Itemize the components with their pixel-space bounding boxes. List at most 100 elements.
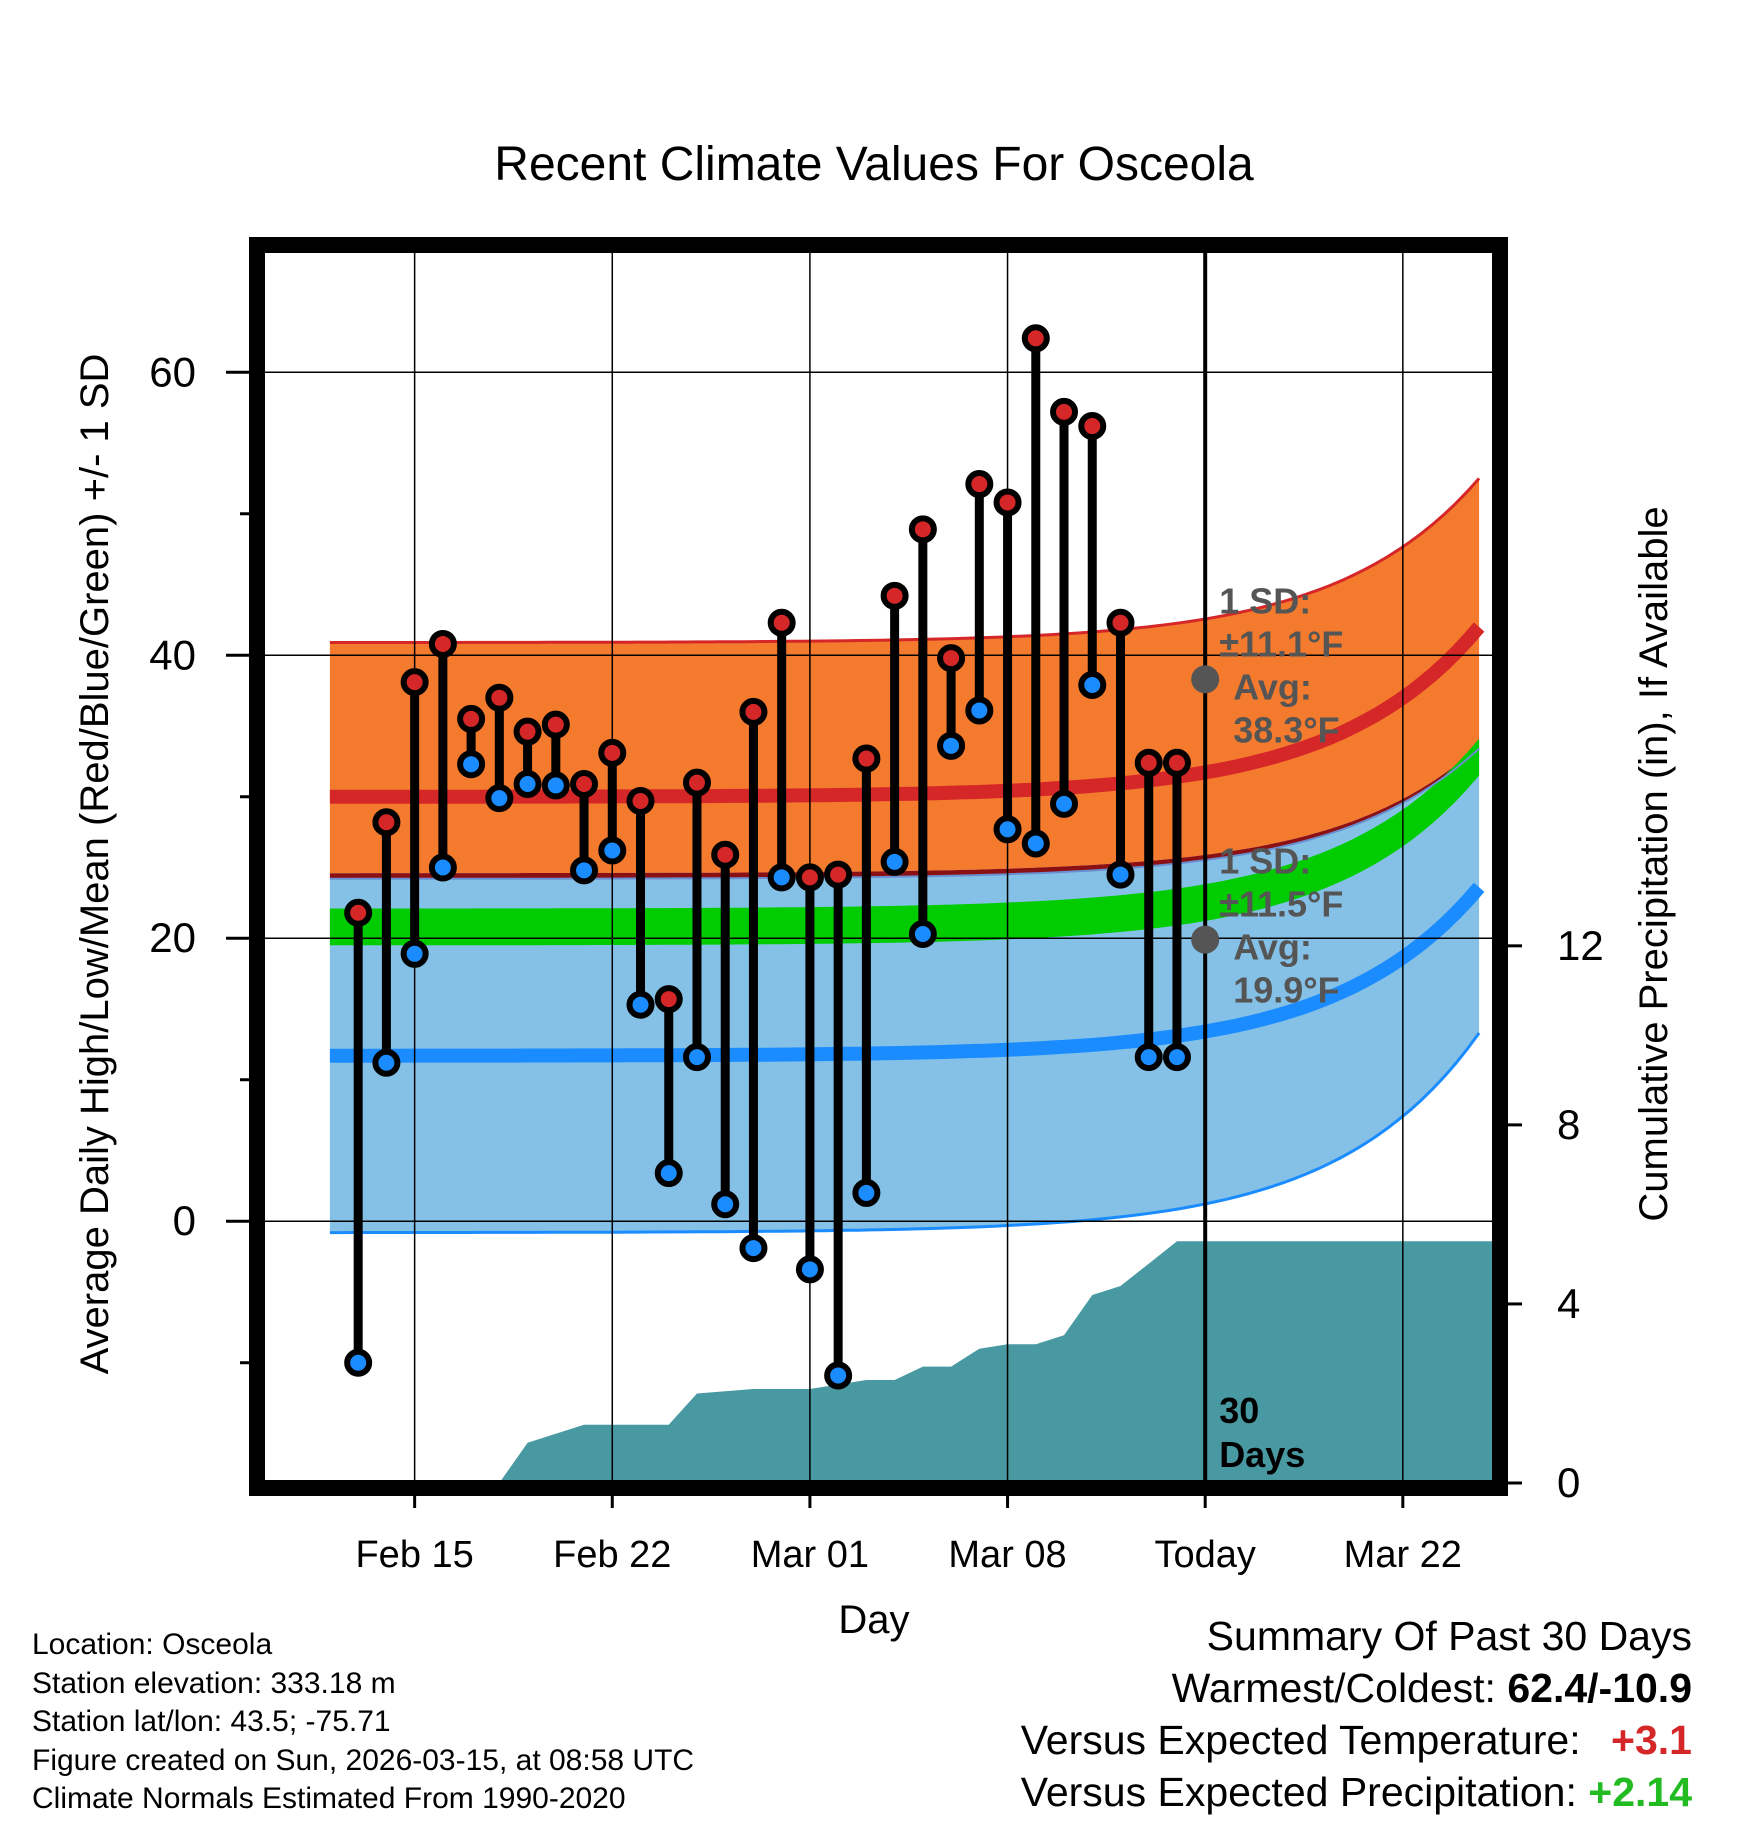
low-point <box>824 1361 853 1390</box>
temp-label: Versus Expected Temperature: <box>1020 1717 1581 1763</box>
y2-tick-label: 12 <box>1557 922 1604 969</box>
high-sd-label: 1 SD: <box>1219 580 1311 621</box>
low-point <box>428 853 457 882</box>
high-point <box>372 808 401 837</box>
warmest-value: 62.4/-10.9 <box>1507 1665 1692 1711</box>
info-normals: Climate Normals Estimated From 1990-2020 <box>32 1782 626 1815</box>
high-point <box>485 683 514 712</box>
low-point <box>541 771 570 800</box>
low-point <box>400 939 429 968</box>
high-point <box>1021 324 1050 353</box>
high-point <box>824 860 853 889</box>
high-point <box>1134 748 1163 777</box>
low-point <box>570 856 599 885</box>
high-point <box>937 644 966 673</box>
summary-panel: Summary Of Past 30 Days Warmest/Coldest:… <box>1021 1610 1692 1818</box>
high-point <box>1106 608 1135 637</box>
low-minus-sd-line <box>329 1032 1481 1235</box>
low-point <box>711 1190 740 1219</box>
plot-frame <box>249 237 1508 1496</box>
y2-tick-label: 4 <box>1557 1280 1580 1327</box>
low-point <box>485 784 514 813</box>
high-point <box>965 470 994 499</box>
y-tick-label: 0 <box>173 1197 196 1244</box>
high-sd-value: ±11.1°F <box>1219 623 1343 664</box>
high-point <box>400 668 429 697</box>
low-sd-label: 1 SD: <box>1219 841 1311 882</box>
high-point <box>739 697 768 726</box>
y-tick-label: 60 <box>149 348 196 395</box>
low-sd-band <box>329 748 1480 1233</box>
warmest-label: Warmest/Coldest: <box>1171 1665 1496 1711</box>
high-plus-sd-line <box>329 477 1481 644</box>
low-point <box>513 770 542 799</box>
low-avg-value: 19.9°F <box>1233 970 1339 1011</box>
info-elevation: Station elevation: 333.18 m <box>32 1666 396 1700</box>
info-location: Location: Osceola <box>32 1628 273 1661</box>
low-point <box>598 836 627 865</box>
low-point <box>372 1048 401 1077</box>
summary-heading: Summary Of Past 30 Days <box>1206 1613 1692 1659</box>
high-point <box>908 515 937 544</box>
low-point <box>457 750 486 779</box>
precip-area <box>358 1241 1496 1483</box>
mean-band <box>329 738 1480 946</box>
high-point <box>428 629 457 658</box>
x-tick-label: Today <box>1154 1534 1255 1576</box>
low-point <box>626 990 655 1019</box>
high-avg-label: Avg: <box>1233 666 1312 707</box>
days-text-label: Days <box>1219 1434 1305 1475</box>
info-created: Figure created on Sun, 2026-03-15, at 08… <box>32 1743 695 1777</box>
x-tick-label: Feb 22 <box>553 1534 671 1576</box>
low-point <box>1050 789 1079 818</box>
high-point <box>795 863 824 892</box>
low-point <box>1106 860 1135 889</box>
high-point <box>1050 397 1079 426</box>
low-point <box>1078 670 1107 699</box>
low-plus-sd-line <box>329 747 1480 880</box>
summary-precip-row: Versus Expected Precipitation: +2.14 <box>1021 1766 1692 1818</box>
low-point <box>654 1159 683 1188</box>
high-avg-marker <box>1191 665 1220 694</box>
x-tick-label: Mar 22 <box>1344 1534 1462 1576</box>
high-point <box>1162 748 1191 777</box>
low-avg-marker <box>1191 925 1220 954</box>
temp-value: +3.1 <box>1611 1717 1692 1763</box>
high-point <box>1078 412 1107 441</box>
high-point <box>711 840 740 869</box>
x-tick-label: Mar 01 <box>751 1534 869 1576</box>
y2-tick-label: 0 <box>1557 1459 1580 1506</box>
high-point <box>880 581 909 610</box>
days-count-label: 30 <box>1219 1390 1259 1431</box>
high-point <box>513 717 542 746</box>
low-point <box>739 1234 768 1263</box>
summary-warmest-row: Warmest/Coldest: 62.4/-10.9 <box>1021 1662 1692 1714</box>
low-point <box>344 1348 373 1377</box>
low-point <box>852 1178 881 1207</box>
y-axis-label: Average Daily High/Low/Mean (Red/Blue/Gr… <box>73 354 117 1375</box>
low-sd-value: ±11.5°F <box>1219 884 1343 925</box>
high-avg-value: 38.3°F <box>1233 709 1339 750</box>
low-point <box>767 863 796 892</box>
high-point <box>570 770 599 799</box>
high-point <box>457 704 486 733</box>
high-point <box>767 608 796 637</box>
high-point <box>626 786 655 815</box>
high-point <box>682 768 711 797</box>
low-avg-label: Avg: <box>1233 927 1312 968</box>
low-point <box>1162 1043 1191 1072</box>
precip-value: +2.14 <box>1588 1769 1692 1815</box>
y2-tick-label: 8 <box>1557 1101 1580 1148</box>
x-tick-label: Mar 08 <box>948 1534 1066 1576</box>
high-point <box>598 738 627 767</box>
x-axis-label: Day <box>838 1598 909 1642</box>
low-point <box>880 847 909 876</box>
info-latlon: Station lat/lon: 43.5; -75.71 <box>32 1705 391 1738</box>
low-point <box>908 920 937 949</box>
low-point <box>682 1043 711 1072</box>
high-point <box>344 898 373 927</box>
high-point <box>654 985 683 1014</box>
low-point <box>1021 829 1050 858</box>
high-point <box>541 710 570 739</box>
